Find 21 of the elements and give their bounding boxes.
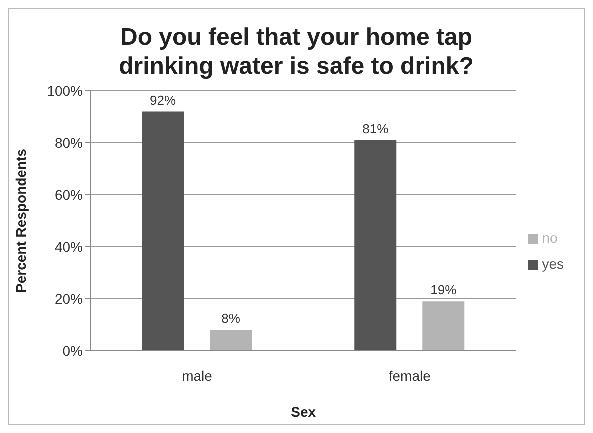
data-label: 92% [150, 92, 176, 108]
legend-label: no [542, 230, 558, 246]
y-tick-label: 60% [54, 186, 83, 203]
y-tick-label: 40% [54, 238, 83, 255]
y-axis-title: Percent Respondents [12, 148, 29, 293]
y-tick-label: 80% [54, 134, 83, 151]
chart-title: Do you feel that your home tap drinking water is safe to drink? [118, 23, 475, 81]
bar [422, 302, 465, 351]
data-label: 81% [362, 121, 390, 136]
bar [210, 330, 252, 351]
data-label: 8% [222, 311, 241, 326]
bar [142, 112, 184, 351]
x-tick-label: female [388, 368, 432, 384]
data-label: 19% [430, 282, 458, 298]
y-tick-label: 0% [62, 342, 83, 359]
bar [354, 140, 397, 351]
x-axis-title: Sex [291, 404, 316, 420]
legend-label: yes [542, 256, 564, 272]
y-tick-label: 100% [47, 82, 83, 99]
x-tick-label: male [182, 368, 213, 384]
y-tick-label: 20% [54, 290, 83, 307]
